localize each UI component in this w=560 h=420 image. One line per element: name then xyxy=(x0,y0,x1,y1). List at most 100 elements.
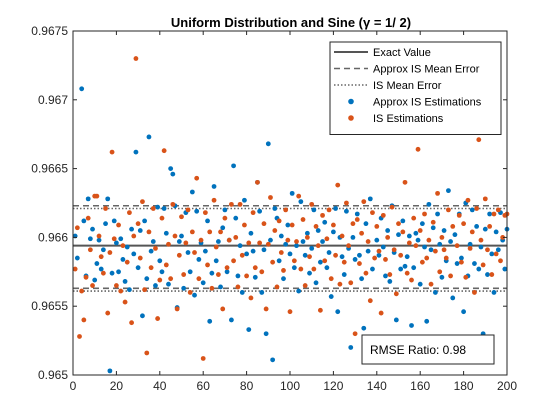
data-point-s1-197 xyxy=(500,235,506,240)
annotation-text: RMSE Ratio: 0.98 xyxy=(370,343,466,357)
data-point-s0-150 xyxy=(400,218,406,224)
data-point-s1-158 xyxy=(415,146,421,152)
data-point-s1-92 xyxy=(272,228,278,233)
data-point-s0-49 xyxy=(181,285,187,291)
data-point-s1-37 xyxy=(153,246,158,251)
data-point-s0-154 xyxy=(409,323,414,328)
data-point-s0-95 xyxy=(281,276,286,282)
data-point-s0-5 xyxy=(85,196,91,202)
data-point-s1-65 xyxy=(213,244,219,250)
data-point-s1-178 xyxy=(459,259,464,265)
data-point-s1-91 xyxy=(270,259,276,265)
data-point-s0-158 xyxy=(417,281,423,287)
data-point-s0-168 xyxy=(439,274,445,280)
data-point-s0-1 xyxy=(74,255,80,261)
data-point-s1-3 xyxy=(79,288,85,294)
data-point-s0-41 xyxy=(163,230,169,236)
data-point-s1-188 xyxy=(480,262,486,268)
data-point-s0-3 xyxy=(81,218,87,224)
data-point-s1-68 xyxy=(220,306,226,312)
data-point-s0-129 xyxy=(354,211,360,217)
x-tick-label-4: 80 xyxy=(240,379,254,393)
data-point-s0-43 xyxy=(168,166,174,172)
data-point-s1-180 xyxy=(463,274,469,280)
data-point-s0-127 xyxy=(350,235,356,240)
data-point-s1-185 xyxy=(474,206,480,211)
data-point-s1-20 xyxy=(116,222,121,228)
data-point-s0-69 xyxy=(224,269,230,275)
data-point-s1-96 xyxy=(281,268,286,273)
data-point-s1-7 xyxy=(87,247,93,253)
data-point-s0-84 xyxy=(257,208,263,214)
data-point-s0-81 xyxy=(250,248,256,254)
data-point-s1-17 xyxy=(109,149,115,155)
data-point-s1-176 xyxy=(454,243,460,249)
data-point-s1-106 xyxy=(302,283,308,288)
data-point-s0-96 xyxy=(283,241,289,247)
data-point-s1-79 xyxy=(244,273,250,279)
data-point-s0-24 xyxy=(127,287,132,293)
data-point-s0-39 xyxy=(159,269,165,275)
data-point-s1-157 xyxy=(413,243,419,249)
data-point-s1-21 xyxy=(118,288,124,294)
data-point-s1-165 xyxy=(430,219,436,225)
data-point-s1-98 xyxy=(285,237,291,243)
data-point-s0-144 xyxy=(387,279,393,284)
data-point-s1-132 xyxy=(359,230,365,236)
data-point-s0-193 xyxy=(493,229,499,235)
data-point-s0-188 xyxy=(482,226,488,232)
data-point-s1-59 xyxy=(200,356,206,361)
data-point-s0-173 xyxy=(450,295,456,301)
data-point-s0-11 xyxy=(98,266,104,272)
data-point-s1-6 xyxy=(85,215,91,221)
data-point-s1-43 xyxy=(166,241,171,247)
data-point-s0-63 xyxy=(211,184,217,189)
data-point-s1-104 xyxy=(298,266,304,272)
data-point-s0-105 xyxy=(302,252,308,258)
data-point-s1-151 xyxy=(400,229,406,235)
data-point-s0-53 xyxy=(189,189,195,195)
data-point-s0-72 xyxy=(231,163,236,169)
data-point-s1-152 xyxy=(402,179,408,185)
annotation-box xyxy=(361,334,495,365)
data-point-s1-196 xyxy=(498,258,503,264)
data-point-s1-112 xyxy=(315,243,321,249)
data-point-s0-112 xyxy=(317,259,323,265)
data-point-s1-67 xyxy=(218,229,223,235)
data-point-s1-90 xyxy=(268,195,273,200)
x-tick-label-1: 20 xyxy=(110,379,124,393)
data-point-s1-41 xyxy=(161,148,167,154)
data-point-s0-89 xyxy=(268,237,273,243)
data-point-s1-22 xyxy=(120,243,126,249)
data-point-s1-24 xyxy=(124,259,130,265)
data-point-s1-2 xyxy=(77,334,82,339)
data-point-s1-88 xyxy=(263,306,269,312)
data-point-s0-75 xyxy=(237,243,243,249)
data-point-s0-82 xyxy=(252,274,258,280)
data-point-s1-56 xyxy=(194,175,200,181)
data-point-s1-49 xyxy=(179,214,184,220)
data-point-s1-108 xyxy=(307,254,312,260)
data-point-s1-34 xyxy=(146,229,152,235)
data-point-s1-55 xyxy=(192,250,197,255)
data-point-s1-76 xyxy=(237,201,243,207)
data-point-s0-113 xyxy=(320,239,325,244)
data-point-s0-166 xyxy=(435,211,440,217)
data-point-s1-173 xyxy=(448,273,453,279)
data-point-s1-31 xyxy=(140,199,145,205)
data-point-s1-179 xyxy=(461,221,466,227)
data-point-s1-10 xyxy=(94,193,100,199)
data-point-s1-122 xyxy=(337,281,343,287)
data-point-s1-62 xyxy=(207,229,213,235)
data-point-s1-161 xyxy=(422,211,427,217)
data-point-s0-117 xyxy=(328,294,334,299)
data-point-s1-126 xyxy=(346,243,351,249)
data-point-s0-27 xyxy=(133,149,139,155)
data-point-s1-143 xyxy=(383,257,388,262)
data-point-s0-58 xyxy=(200,280,206,286)
data-point-s1-61 xyxy=(205,262,210,268)
data-point-s0-126 xyxy=(348,345,354,350)
data-point-s0-12 xyxy=(100,247,106,253)
data-point-s1-72 xyxy=(229,201,234,207)
